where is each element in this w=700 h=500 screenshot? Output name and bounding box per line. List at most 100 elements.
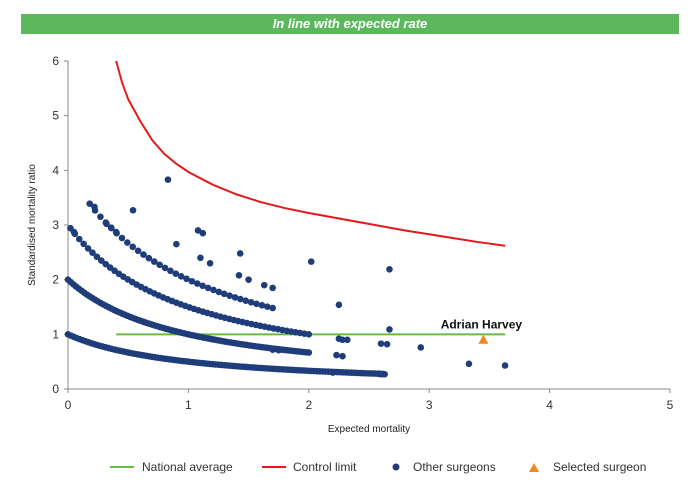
y-tick-label: 2	[52, 273, 59, 287]
other-surgeons-point	[183, 275, 190, 283]
y-axis-title: Standardised mortality ratio	[27, 164, 38, 286]
x-tick-label: 4	[546, 398, 553, 412]
other-surgeons-point	[161, 264, 169, 272]
other-surgeons-point	[108, 224, 115, 232]
other-surgeons-point	[220, 290, 228, 298]
other-surgeons-point	[97, 213, 104, 221]
x-tick-label: 1	[185, 398, 192, 412]
other-surgeons-point	[140, 251, 147, 258]
other-surgeons-point	[173, 240, 180, 248]
result-banner-text: In line with expected rate	[272, 16, 428, 31]
other-surgeons-point	[381, 370, 388, 378]
other-surgeons-point	[204, 284, 212, 292]
other-surgeons-point	[197, 254, 204, 262]
selected-surgeon-label: Adrian Harvey	[441, 318, 523, 332]
other-surgeons-point	[98, 257, 105, 264]
other-surgeons-point	[333, 351, 340, 359]
tick-labels: 0 1 2 3 4 5 6 0 1 2 3 4 5	[52, 54, 673, 412]
other-surgeons-point	[86, 200, 93, 207]
other-surgeons-point	[305, 349, 313, 356]
other-surgeons-point	[386, 326, 393, 333]
y-tick-label: 0	[52, 382, 59, 396]
other-surgeons-point	[199, 282, 207, 290]
other-surgeons-point	[164, 176, 172, 183]
other-surgeons-point	[237, 295, 244, 303]
other-surgeons-point	[417, 344, 425, 351]
other-surgeons-point	[93, 253, 101, 261]
other-surgeons-point	[150, 258, 158, 265]
other-surgeons-point	[210, 286, 217, 294]
other-surgeons-point	[242, 297, 250, 305]
other-surgeons-point	[172, 270, 180, 277]
other-surgeons-point	[386, 265, 393, 273]
other-surgeons-point	[188, 277, 196, 285]
other-surgeons-point	[129, 206, 137, 214]
other-surgeons-point	[253, 300, 260, 308]
other-surgeons-point	[89, 249, 96, 257]
other-surgeons-point	[260, 281, 268, 289]
other-surgeons-point	[501, 362, 509, 369]
other-surgeons-point	[258, 301, 266, 309]
other-surgeons-point	[236, 250, 244, 257]
other-surgeons-point	[75, 235, 83, 243]
other-surgeons-point	[383, 340, 391, 348]
other-surgeons-point	[269, 346, 276, 353]
x-tick-label: 0	[65, 398, 72, 412]
legend-swatch-other-surgeons	[392, 463, 400, 471]
other-surgeons-point	[80, 240, 87, 248]
other-surgeons-point	[134, 247, 142, 255]
other-surgeons-point	[305, 331, 313, 338]
control-limit-line	[115, 60, 506, 247]
other-surgeons-point	[156, 261, 163, 269]
legend-label-selected-surgeon: Selected surgeon	[553, 460, 646, 474]
other-surgeons-point	[275, 346, 283, 354]
other-surgeons-point	[226, 292, 233, 299]
other-surgeons-point	[145, 254, 153, 262]
other-surgeons-point	[167, 267, 174, 275]
other-surgeons-point	[263, 303, 271, 310]
x-axis-title: Expected mortality	[328, 424, 410, 435]
other-surgeons-point	[194, 227, 202, 234]
other-surgeons-point	[329, 369, 337, 376]
other-surgeons-point	[335, 301, 343, 309]
y-tick-label: 4	[52, 163, 59, 177]
other-surgeons-point	[307, 258, 315, 265]
other-surgeons-point	[124, 239, 131, 246]
other-surgeons-point	[199, 229, 207, 237]
other-surgeons-point	[247, 298, 255, 306]
other-surgeons-point	[269, 304, 276, 312]
other-surgeons-point	[245, 276, 252, 283]
other-surgeons-point	[112, 228, 120, 236]
legend-label-other-surgeons: Other surgeons	[413, 460, 496, 474]
other-surgeons-point	[194, 280, 201, 287]
x-tick-label: 5	[667, 398, 674, 412]
series-points	[64, 176, 509, 378]
other-surgeons-point	[177, 272, 185, 280]
other-surgeons-point	[339, 336, 346, 344]
y-tick-label: 1	[52, 327, 59, 341]
other-surgeons-point	[465, 360, 473, 368]
legend: National average Control limit Other sur…	[110, 460, 646, 474]
other-surgeons-point	[344, 336, 351, 344]
axes	[67, 61, 670, 390]
legend-label-control-limit: Control limit	[293, 460, 357, 474]
x-tick-label: 2	[305, 398, 312, 412]
other-surgeons-point	[215, 288, 223, 296]
other-surgeons-point	[206, 259, 214, 267]
other-surgeons-point	[129, 243, 137, 251]
other-surgeons-point	[377, 340, 385, 347]
other-surgeons-point	[84, 245, 92, 252]
y-tick-label: 5	[52, 109, 59, 123]
y-tick-label: 3	[52, 218, 59, 232]
selected-surgeon-marker	[478, 334, 489, 344]
other-surgeons-point	[118, 234, 126, 242]
other-surgeons-point	[231, 294, 239, 301]
other-surgeons-point	[91, 203, 98, 211]
y-tick-label: 6	[52, 54, 59, 68]
other-surgeons-point	[103, 220, 110, 228]
other-surgeons-point	[70, 228, 78, 236]
x-tick-label: 3	[426, 398, 433, 412]
series-lines	[115, 60, 506, 336]
result-banner: In line with expected rate	[21, 14, 679, 34]
